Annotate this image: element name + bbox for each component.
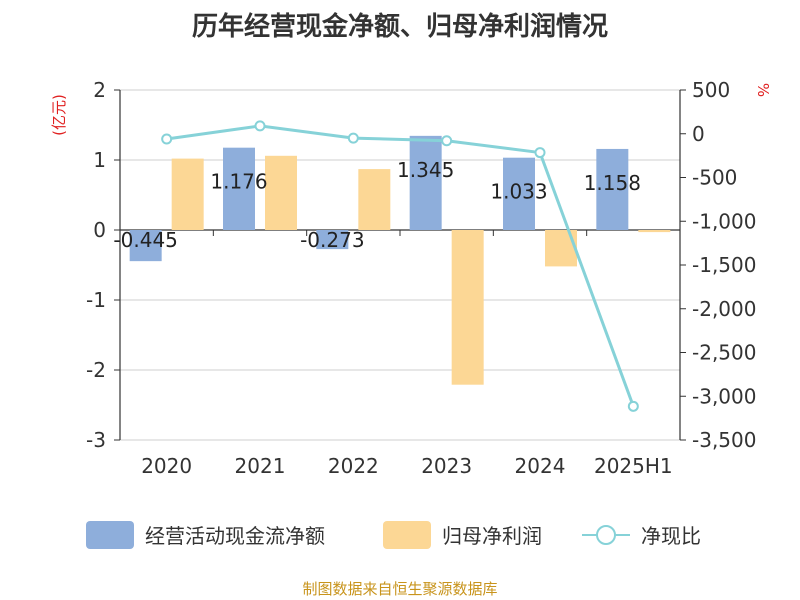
data-label-cash-flow: 1.158 xyxy=(584,171,641,195)
point-net-cash-ratio xyxy=(627,400,639,412)
legend-label-cash-flow: 经营活动现金流净额 xyxy=(145,524,325,548)
data-label-cash-flow: 1.345 xyxy=(397,158,454,182)
y-right-tick-label: 0 xyxy=(692,122,705,146)
y-left-tick-label: 2 xyxy=(93,78,106,102)
line-net-cash-ratio xyxy=(166,124,635,407)
y-right-tick-label: -1,000 xyxy=(692,209,756,233)
bar-cash-flow xyxy=(409,135,442,230)
data-label-cash-flow: 1.176 xyxy=(210,170,267,194)
legend-label-net-cash-ratio: 净现比 xyxy=(641,524,701,548)
point-net-cash-ratio xyxy=(161,133,173,145)
bar-net-profit xyxy=(265,155,297,230)
x-tick-label: 2024 xyxy=(515,454,566,478)
data-label-cash-flow: 1.033 xyxy=(490,180,547,204)
data-source-note: 制图数据来自恒生聚源数据库 xyxy=(302,580,498,598)
y-right-unit: % xyxy=(754,83,772,97)
legend-swatch-net-profit xyxy=(383,521,431,549)
y-right-tick-label: -2,000 xyxy=(692,297,756,321)
bar-net-profit xyxy=(171,158,204,230)
x-tick-label: 2023 xyxy=(421,454,472,478)
bar-net-profit xyxy=(545,230,577,267)
x-tick-label: 2025H1 xyxy=(594,454,673,478)
bar-net-profit xyxy=(358,169,391,230)
point-net-cash-ratio xyxy=(441,135,453,147)
y-left-tick-label: -3 xyxy=(86,428,106,452)
point-net-cash-ratio xyxy=(254,120,266,132)
y-left-tick-label: -2 xyxy=(86,358,106,382)
y-left-tick-label: 0 xyxy=(93,218,106,242)
y-right-tick-label: 500 xyxy=(692,78,730,102)
point-net-cash-ratio xyxy=(347,132,359,144)
bar-net-profit xyxy=(451,230,484,385)
y-right-tick-label: -3,500 xyxy=(692,428,756,452)
data-label-cash-flow: -0.273 xyxy=(300,228,364,252)
legend-marker-net-cash-ratio xyxy=(596,525,616,545)
bar-cash-flow xyxy=(223,147,255,230)
y-left-tick-label: 1 xyxy=(93,148,106,172)
bar-cash-flow xyxy=(596,148,629,230)
y-right-tick-label: -500 xyxy=(692,166,737,190)
y-right-tick-label: -1,500 xyxy=(692,253,756,277)
bar-cash-flow xyxy=(503,157,535,230)
x-tick-label: 2022 xyxy=(328,454,379,478)
y-left-tick-label: -1 xyxy=(86,288,106,312)
legend-label-net-profit: 归母净利润 xyxy=(442,524,542,548)
bar-cash-flow xyxy=(129,230,162,262)
bar-net-profit xyxy=(638,230,671,233)
x-tick-label: 2021 xyxy=(235,454,286,478)
data-label-cash-flow: -0.445 xyxy=(113,228,177,252)
y-left-unit: (亿元) xyxy=(50,94,68,136)
chart-title: 历年经营现金净额、归母净利润情况 xyxy=(191,12,608,42)
bar-cash-flow xyxy=(316,230,349,250)
x-tick-label: 2020 xyxy=(141,454,192,478)
legend-swatch-cash-flow xyxy=(86,521,134,549)
point-net-cash-ratio xyxy=(534,147,546,159)
y-right-tick-label: -3,000 xyxy=(692,384,756,408)
y-right-tick-label: -2,500 xyxy=(692,341,756,365)
